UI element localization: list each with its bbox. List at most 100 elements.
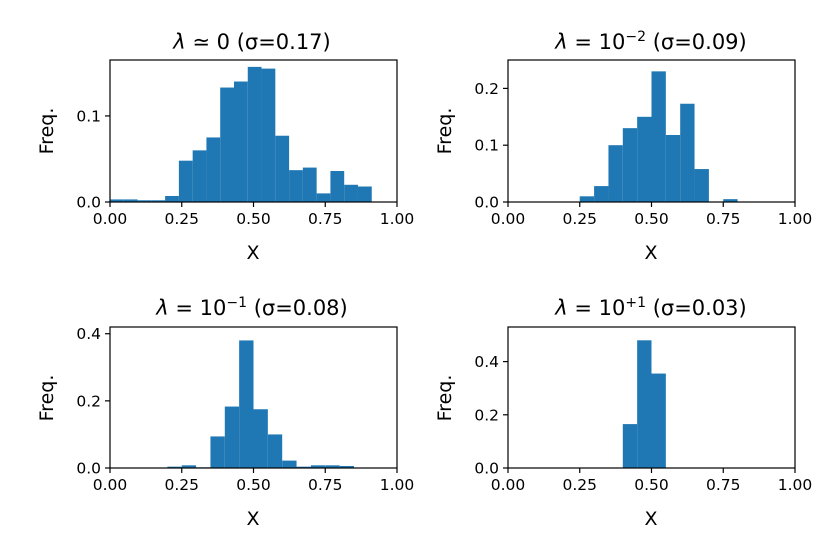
y-tick-label: 0.0 bbox=[474, 460, 499, 478]
y-tick-label: 0.2 bbox=[76, 392, 101, 410]
panel-1-y-axis-label: Freq. bbox=[36, 108, 58, 155]
histogram-bar bbox=[137, 200, 152, 202]
panel-2-y-ticks: 0.0 0.1 0.2 bbox=[474, 80, 508, 212]
histogram-bar bbox=[344, 184, 358, 202]
x-tick-label: 0.50 bbox=[236, 476, 271, 494]
histogram-bar bbox=[123, 199, 138, 202]
x-tick-label: 1.00 bbox=[380, 210, 415, 228]
y-tick-label: 0.2 bbox=[474, 406, 499, 424]
x-tick-label: 0.25 bbox=[562, 210, 597, 228]
histogram-bar bbox=[178, 160, 193, 202]
histogram-bar bbox=[594, 186, 609, 202]
panel-4-bars bbox=[622, 340, 666, 468]
y-tick-label: 0.4 bbox=[76, 325, 101, 343]
x-tick-label: 1.00 bbox=[778, 210, 813, 228]
panel-1-x-ticks: 0.00 0.25 0.50 0.75 1.00 bbox=[93, 202, 415, 228]
panel-2-x-ticks: 0.00 0.25 0.50 0.75 1.00 bbox=[491, 202, 813, 228]
panel-1-bars bbox=[110, 66, 372, 202]
panel-2-x-axis-label: X bbox=[644, 242, 657, 264]
histogram-bar bbox=[192, 150, 207, 202]
histogram-bar bbox=[267, 434, 283, 468]
x-tick-label: 0.75 bbox=[308, 476, 343, 494]
histogram-bar bbox=[220, 87, 234, 202]
x-tick-label: 0.50 bbox=[634, 210, 669, 228]
x-tick-label: 0.25 bbox=[164, 210, 199, 228]
histogram-bar bbox=[723, 199, 738, 202]
histogram-bar bbox=[622, 424, 638, 468]
histogram-bar bbox=[167, 466, 182, 468]
panel-4-title: λ = 10+1 (σ=0.03) bbox=[554, 295, 747, 320]
panel-3-y-ticks: 0.0 0.2 0.4 bbox=[76, 325, 110, 478]
histogram-bar bbox=[275, 135, 290, 202]
histogram-bar bbox=[261, 68, 276, 202]
x-tick-label: 0.00 bbox=[93, 210, 128, 228]
y-tick-label: 0.0 bbox=[76, 460, 101, 478]
histogram-bar bbox=[579, 196, 595, 202]
x-tick-label: 0.25 bbox=[562, 476, 597, 494]
histogram-bar bbox=[637, 116, 652, 202]
panel-4-y-axis-label: Freq. bbox=[434, 375, 456, 422]
panel-3-x-ticks: 0.00 0.25 0.50 0.75 1.00 bbox=[93, 468, 415, 494]
panel-1-title: λ ≃ 0 (σ=0.17) bbox=[172, 30, 331, 54]
histogram-bar bbox=[665, 134, 681, 202]
panel-3-bars bbox=[167, 340, 354, 468]
panel-1-x-axis-label: X bbox=[246, 242, 259, 264]
histogram-bar bbox=[608, 145, 623, 202]
panel-3: λ = 10−1 (σ=0.08) 0.00 0.25 0.50 0.75 1.00 0… bbox=[36, 295, 414, 530]
x-tick-label: 0.00 bbox=[93, 476, 128, 494]
panel-3-title: λ = 10−1 (σ=0.08) bbox=[155, 295, 348, 320]
histogram-bar bbox=[296, 466, 311, 468]
panel-2-y-axis-label: Freq. bbox=[434, 108, 456, 155]
x-tick-label: 0.75 bbox=[706, 210, 741, 228]
histogram-bar bbox=[233, 81, 248, 202]
histogram-bar bbox=[247, 66, 262, 202]
panel-1-y-ticks: 0.0 0.1 bbox=[76, 107, 110, 212]
histogram-bar bbox=[110, 199, 124, 202]
histogram-bar bbox=[694, 169, 709, 202]
y-tick-label: 0.1 bbox=[474, 137, 499, 155]
histogram-bar bbox=[206, 137, 221, 202]
histogram-bar bbox=[289, 170, 303, 202]
panel-2-title: λ = 10−2 (σ=0.09) bbox=[554, 29, 747, 54]
x-tick-label: 0.00 bbox=[491, 476, 526, 494]
histogram-bar bbox=[637, 340, 652, 468]
x-tick-label: 1.00 bbox=[380, 476, 415, 494]
histogram-bar bbox=[210, 436, 225, 468]
x-tick-label: 0.25 bbox=[164, 476, 199, 494]
histogram-bar bbox=[680, 103, 695, 202]
histogram-bar bbox=[165, 195, 179, 202]
x-tick-label: 0.50 bbox=[634, 476, 669, 494]
histogram-bar bbox=[339, 465, 354, 468]
histogram-bar bbox=[330, 171, 345, 202]
y-tick-label: 0.2 bbox=[474, 80, 499, 98]
y-tick-label: 0.1 bbox=[76, 107, 101, 125]
panel-4-y-ticks: 0.0 0.2 0.4 bbox=[474, 353, 508, 478]
histogram-bar bbox=[282, 460, 297, 468]
histogram-bar bbox=[316, 193, 331, 202]
y-tick-label: 0.4 bbox=[474, 353, 499, 371]
histogram-bar bbox=[310, 465, 326, 468]
histogram-bar bbox=[357, 186, 372, 202]
histogram-bar bbox=[302, 167, 317, 202]
panel-4: λ = 10+1 (σ=0.03) 0.00 0.25 0.50 0.75 1.00 0… bbox=[434, 295, 812, 530]
histogram-bar bbox=[181, 465, 197, 468]
y-tick-label: 0.0 bbox=[76, 194, 101, 212]
histogram-bar bbox=[622, 128, 638, 202]
histogram-bar bbox=[253, 409, 268, 468]
x-tick-label: 0.75 bbox=[308, 210, 343, 228]
panel-2: λ = 10−2 (σ=0.09) 0.00 0.25 0.50 0.75 1.00 0… bbox=[434, 29, 812, 264]
histogram-bar bbox=[651, 373, 666, 468]
x-tick-label: 0.00 bbox=[491, 210, 526, 228]
panel-3-x-axis-label: X bbox=[246, 508, 259, 530]
x-tick-label: 0.75 bbox=[706, 476, 741, 494]
histogram-bar bbox=[151, 200, 166, 202]
panel-3-y-axis-label: Freq. bbox=[36, 375, 58, 422]
y-tick-label: 0.0 bbox=[474, 194, 499, 212]
histogram-bar bbox=[239, 340, 254, 468]
histogram-bar bbox=[325, 465, 340, 468]
histogram-bar bbox=[651, 71, 666, 202]
panel-4-x-axis-label: X bbox=[644, 508, 657, 530]
panel-1: λ ≃ 0 (σ=0.17) 0.00 0.25 0.50 0.75 1.00 0.00… bbox=[36, 30, 414, 264]
histogram-bar bbox=[224, 406, 240, 468]
